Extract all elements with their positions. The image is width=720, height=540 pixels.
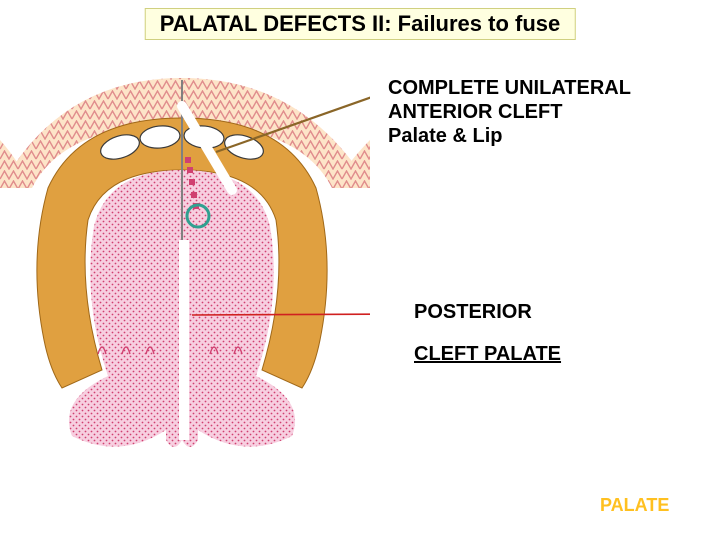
label-cleft-palate: CLEFT PALATE bbox=[414, 342, 561, 366]
pointer-posterior bbox=[192, 314, 370, 315]
anterior-cleft-dot-3 bbox=[191, 192, 197, 198]
label-posterior: POSTERIOR bbox=[414, 300, 532, 324]
palate-diagram bbox=[0, 70, 370, 460]
anterior-cleft-dot-0 bbox=[185, 157, 191, 163]
title-banner: PALATAL DEFECTS II: Failures to fuse bbox=[145, 8, 576, 40]
anterior-cleft-dot-2 bbox=[189, 179, 195, 185]
label-palate-footer: PALATE bbox=[600, 495, 669, 517]
label-complete-unilateral: COMPLETE UNILATERAL ANTERIOR CLEFT Palat… bbox=[388, 76, 631, 148]
anterior-cleft-dot-1 bbox=[187, 167, 193, 173]
